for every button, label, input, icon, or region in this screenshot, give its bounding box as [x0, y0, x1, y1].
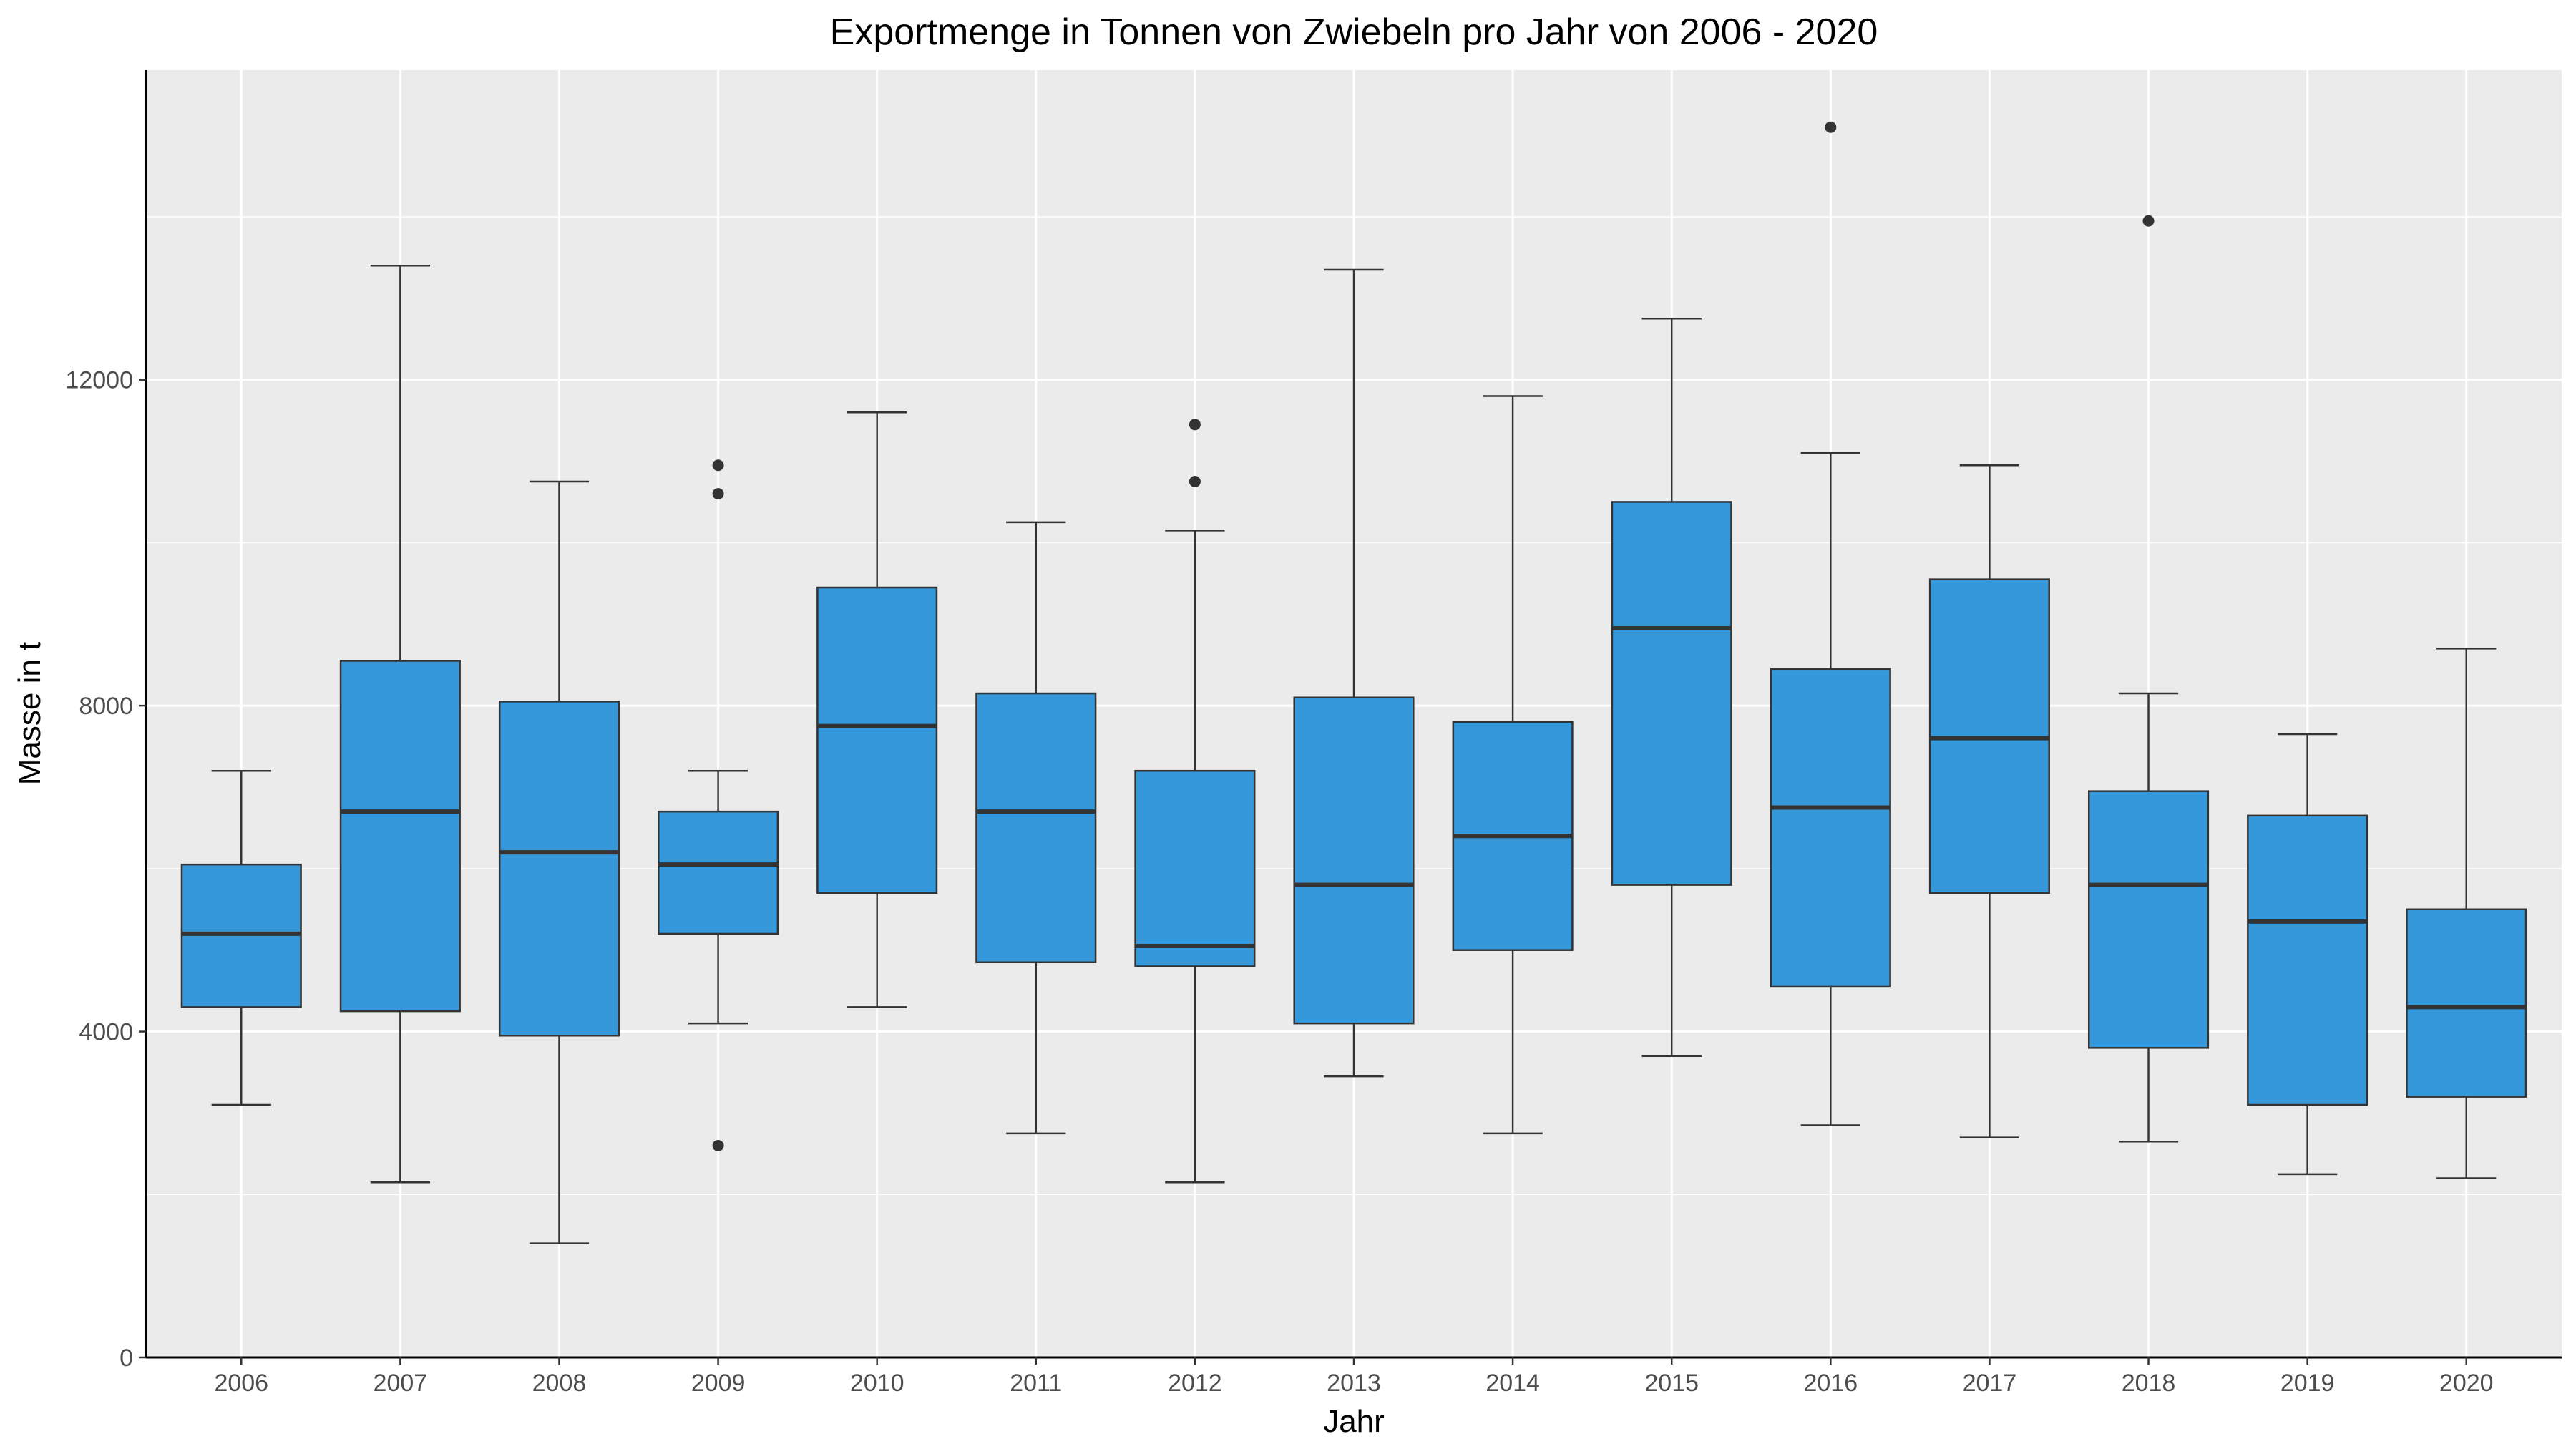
x-tick-label: 2013 — [1327, 1370, 1381, 1397]
x-tick-label: 2010 — [850, 1370, 904, 1397]
box-2011 — [975, 521, 1097, 1135]
iqr-box — [2087, 790, 2210, 1049]
iqr-box — [2406, 908, 2527, 1098]
box-2006 — [180, 769, 302, 1106]
iqr-box — [1293, 696, 1415, 1025]
x-tick-label: 2006 — [214, 1370, 268, 1397]
outlier-point — [712, 488, 724, 500]
iqr-box — [816, 586, 938, 894]
outlier-point — [1189, 475, 1201, 487]
box-2012 — [1134, 419, 1256, 1184]
x-tick-label: 2016 — [1803, 1370, 1858, 1397]
outlier-point — [1825, 121, 1837, 133]
x-axis-title: Jahr — [1323, 1404, 1385, 1439]
x-tick-label: 2018 — [2122, 1370, 2176, 1397]
outlier-point — [2142, 215, 2155, 227]
x-tick-label: 2014 — [1485, 1370, 1540, 1397]
boxes — [180, 121, 2527, 1244]
x-tick-label: 2012 — [1168, 1370, 1222, 1397]
iqr-box — [975, 692, 1097, 964]
x-tick-label: 2011 — [1010, 1370, 1062, 1397]
x-tick-label: 2008 — [532, 1370, 587, 1397]
x-tick-label: 2007 — [374, 1370, 428, 1397]
box-2009 — [658, 459, 779, 1151]
iqr-box — [658, 810, 779, 935]
x-tick-label: 2017 — [1963, 1370, 2017, 1397]
y-tick-label: 4000 — [79, 1019, 133, 1046]
box-2016 — [1770, 121, 1891, 1126]
box-2013 — [1293, 268, 1415, 1078]
box-2015 — [1611, 318, 1732, 1057]
outlier-point — [712, 459, 724, 472]
outlier-point — [1189, 419, 1201, 431]
x-tick-label: 2009 — [691, 1370, 746, 1397]
y-tick-label: 0 — [119, 1345, 133, 1372]
chart-title: Exportmenge in Tonnen von Zwiebeln pro J… — [830, 11, 1878, 53]
y-axis-title: Masse in t — [12, 642, 47, 786]
box-2019 — [2247, 733, 2368, 1176]
iqr-box — [498, 701, 620, 1037]
axis-ticks: 0 4000 8000 12000 2006 2007 2008 2009 2010 2011 20… — [65, 367, 2493, 1397]
x-tick-label: 2020 — [2439, 1370, 2494, 1397]
box-2014 — [1452, 395, 1574, 1135]
box-2010 — [816, 411, 938, 1008]
box-2020 — [2406, 648, 2527, 1179]
x-tick-label: 2019 — [2280, 1370, 2335, 1397]
outlier-point — [712, 1139, 724, 1151]
x-tick-label: 2015 — [1644, 1370, 1699, 1397]
iqr-box — [339, 660, 461, 1013]
y-tick-label: 8000 — [79, 693, 133, 720]
iqr-box — [1611, 501, 1732, 886]
box-2017 — [1928, 464, 2050, 1138]
box-2007 — [339, 265, 461, 1184]
iqr-box — [1770, 668, 1891, 988]
iqr-box — [2247, 814, 2368, 1106]
iqr-box — [1134, 769, 1256, 967]
box-2018 — [2087, 215, 2210, 1143]
box-2008 — [498, 480, 620, 1244]
y-tick-label: 12000 — [65, 367, 133, 394]
